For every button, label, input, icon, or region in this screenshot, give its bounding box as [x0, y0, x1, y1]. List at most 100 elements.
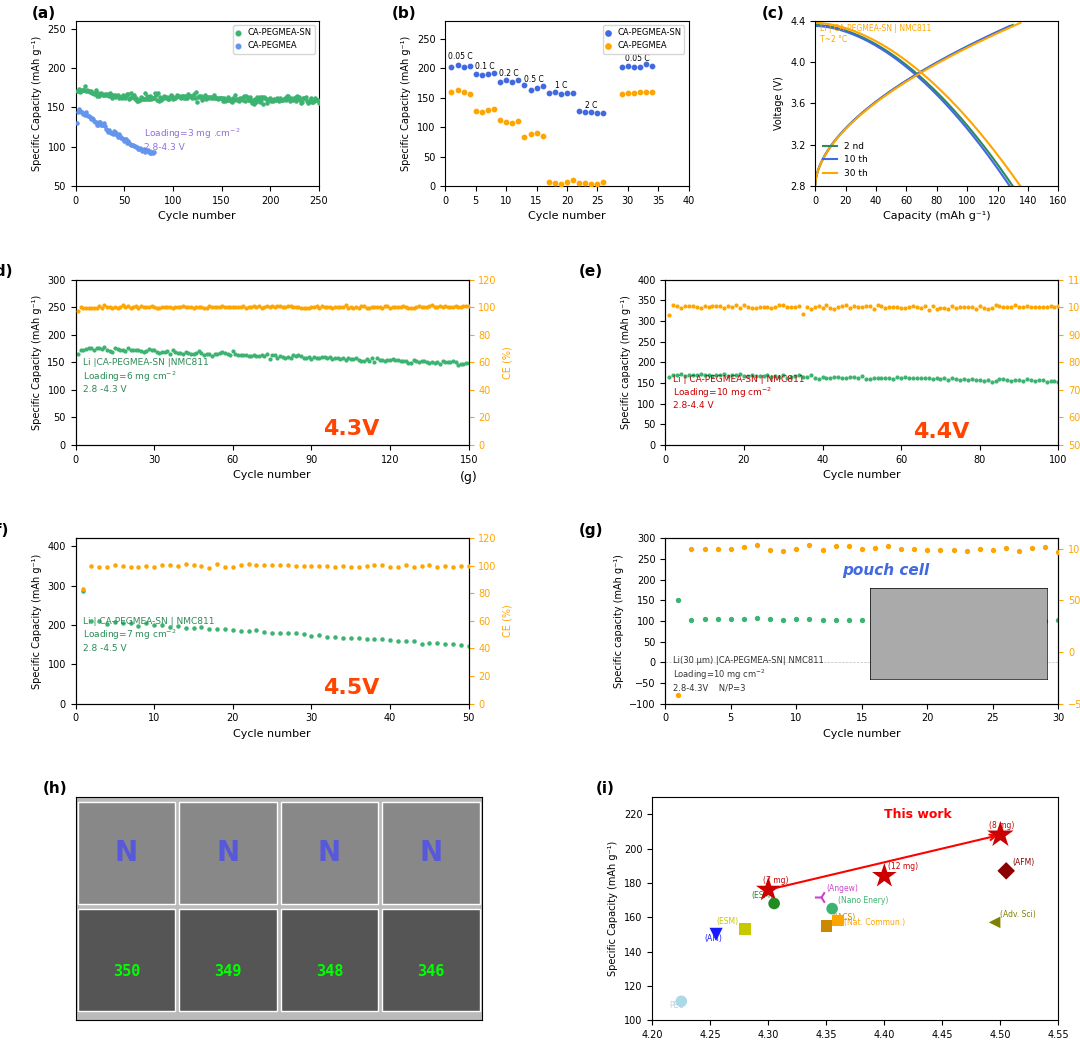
Point: [295, 626, 312, 642]
Point: [782, 299, 799, 315]
Point: [387, 352, 404, 369]
Point: [877, 300, 894, 316]
CA-PEGMEA: [625, 85, 643, 102]
Point: [865, 371, 882, 387]
Point: [109, 299, 126, 315]
CA-PEGMEA: [131, 141, 148, 157]
CA-PEGMEA-SN: [79, 82, 96, 99]
CA-PEGMEA-SN: [121, 90, 138, 106]
CA-PEGMEA: [103, 124, 120, 141]
Point: [179, 345, 197, 361]
CA-PEGMEA-SN: [288, 88, 306, 105]
CA-PEGMEA: [75, 105, 92, 122]
Point: [999, 299, 1016, 315]
Point: [904, 298, 921, 314]
CA-PEGMEA-SN: [269, 91, 286, 107]
Point: [444, 353, 461, 370]
CA-PEGMEA-SN: [613, 59, 631, 76]
Point: [138, 342, 156, 359]
CA-PEGMEA-SN: [252, 94, 269, 110]
CA-PEGMEA: [144, 144, 161, 160]
Text: (i): (i): [595, 781, 615, 795]
CA-PEGMEA-SN: [160, 91, 177, 107]
Point: [932, 611, 949, 628]
10 th: [985, 154, 998, 167]
CA-PEGMEA-SN: [226, 92, 243, 108]
Point: [264, 625, 281, 641]
CA-PEGMEA-SN: [268, 92, 285, 108]
CA-PEGMEA-SN: [151, 88, 168, 105]
Point: [1024, 540, 1041, 557]
Point: [751, 369, 768, 385]
Point: [72, 341, 90, 358]
CA-PEGMEA: [122, 136, 139, 153]
Point: [350, 630, 367, 646]
CA-PEGMEA-SN: [125, 87, 143, 104]
Point: [153, 299, 171, 315]
Text: (Adv. Sci): (Adv. Sci): [1000, 910, 1036, 919]
Legend: 2 nd, 10 th, 30 th: 2 nd, 10 th, 30 th: [820, 138, 872, 181]
CA-PEGMEA-SN: [279, 88, 296, 105]
CA-PEGMEA-SN: [110, 87, 127, 104]
Point: [759, 298, 777, 314]
CA-PEGMEA: [100, 122, 118, 138]
CA-PEGMEA-SN: [111, 88, 129, 105]
Point: [83, 558, 100, 575]
CA-PEGMEA-SN: [215, 91, 232, 107]
CA-PEGMEA-SN: [310, 95, 327, 111]
Point: [361, 353, 378, 370]
CA-PEGMEA-SN: [141, 91, 159, 107]
Point: [892, 541, 909, 558]
Point: [389, 558, 406, 575]
Point: [274, 349, 292, 365]
Point: [208, 556, 226, 573]
CA-PEGMEA: [135, 141, 152, 157]
Point: [146, 617, 163, 634]
Point: [866, 539, 883, 556]
CA-PEGMEA: [565, 172, 582, 188]
CA-PEGMEA-SN: [248, 92, 266, 108]
CA-PEGMEA-SN: [307, 90, 324, 106]
CA-PEGMEA-SN: [291, 88, 308, 105]
CA-PEGMEA-SN: [95, 86, 112, 103]
Point: [1045, 373, 1063, 389]
CA-PEGMEA-SN: [256, 88, 273, 105]
Point: [91, 298, 108, 314]
Text: Loading=3 mg .cm$^{-2}$
2.8-4.3 V: Loading=3 mg .cm$^{-2}$ 2.8-4.3 V: [144, 127, 240, 152]
Point: [724, 367, 741, 384]
Point: [707, 926, 725, 943]
CA-PEGMEA-SN: [189, 94, 206, 110]
Text: N: N: [419, 839, 443, 867]
CA-PEGMEA-SN: [153, 91, 171, 107]
CA-PEGMEA-SN: [70, 81, 87, 98]
Point: [379, 352, 396, 369]
Point: [849, 370, 866, 386]
Point: [774, 297, 792, 313]
Point: [261, 351, 279, 367]
Point: [669, 298, 686, 314]
CA-PEGMEA-SN: [255, 96, 272, 112]
Text: 0.1 C: 0.1 C: [475, 62, 495, 71]
Point: [394, 298, 411, 314]
Point: [431, 356, 448, 373]
CA-PEGMEA-SN: [145, 90, 162, 106]
CA-PEGMEA-SN: [269, 90, 286, 106]
CA-PEGMEA: [87, 113, 105, 130]
Point: [366, 631, 383, 648]
30 th: [995, 153, 1008, 166]
Point: [376, 298, 393, 314]
Point: [683, 612, 700, 629]
Point: [381, 352, 399, 369]
Point: [664, 367, 681, 384]
Point: [676, 367, 693, 384]
CA-PEGMEA-SN: [534, 78, 551, 95]
Point: [247, 348, 265, 364]
Point: [460, 637, 477, 654]
Point: [1023, 372, 1040, 388]
Point: [673, 365, 690, 382]
Point: [104, 344, 121, 360]
Point: [407, 299, 424, 315]
CA-PEGMEA-SN: [218, 92, 235, 108]
CA-PEGMEA-SN: [114, 86, 132, 103]
Point: [1002, 373, 1020, 389]
